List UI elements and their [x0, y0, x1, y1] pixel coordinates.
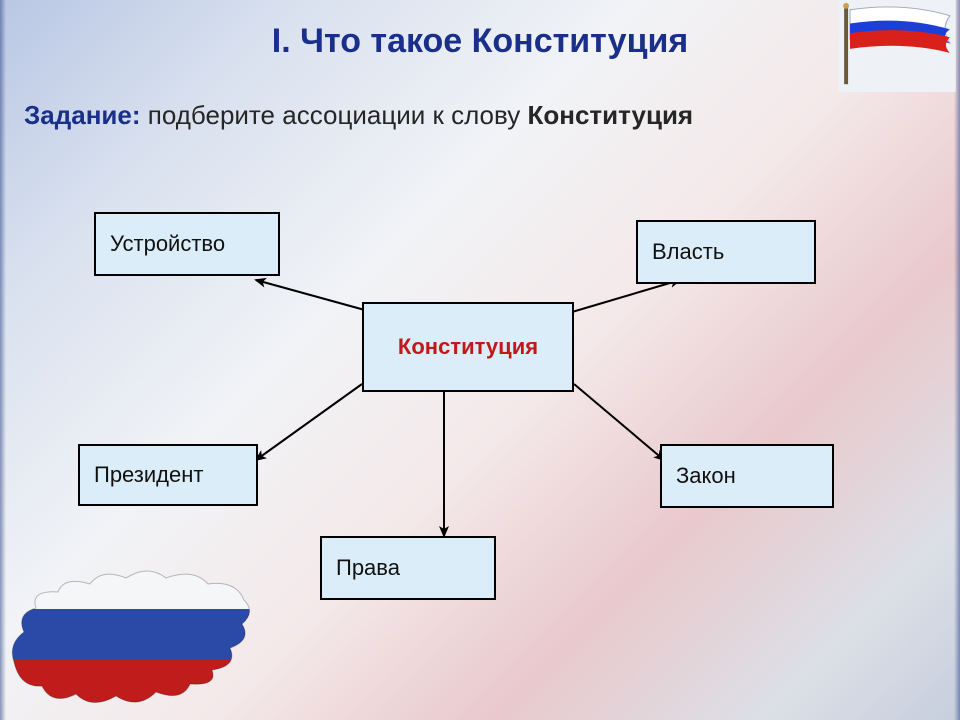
node-label: Закон — [676, 463, 736, 489]
node-president: Президент — [78, 444, 258, 506]
russia-map-icon — [6, 554, 256, 714]
node-power: Власть — [636, 220, 816, 284]
node-rights: Права — [320, 536, 496, 600]
node-structure: Устройство — [94, 212, 280, 276]
node-law: Закон — [660, 444, 834, 508]
node-label: Конституция — [398, 334, 538, 360]
edge-president — [256, 384, 362, 460]
node-label: Президент — [94, 462, 203, 488]
edge-power — [572, 280, 680, 312]
node-label: Права — [336, 555, 400, 581]
node-label: Устройство — [110, 231, 225, 257]
slide-stage: I. Что такое Конституция Задание: подбер… — [0, 0, 960, 720]
edge-structure — [256, 280, 372, 312]
node-label: Власть — [652, 239, 724, 265]
node-constitution: Конституция — [362, 302, 574, 392]
edge-law — [574, 384, 664, 460]
